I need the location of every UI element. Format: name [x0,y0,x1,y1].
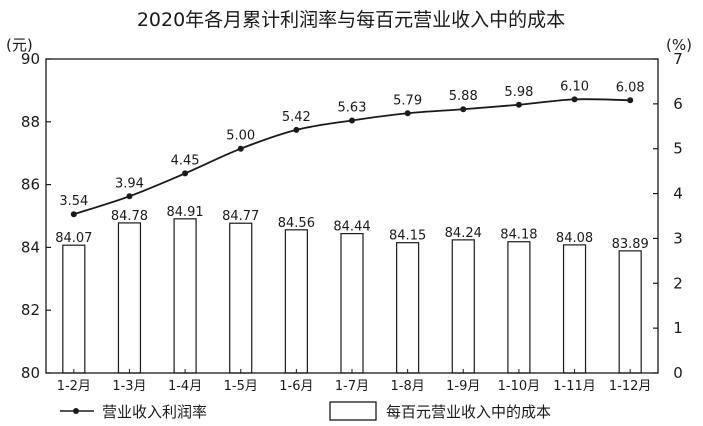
right-axis-tick-label: 3 [673,229,683,247]
x-axis-tick-label: 1-3月 [112,379,146,394]
line-data-label: 6.08 [616,80,645,95]
right-axis-tick-label: 2 [673,274,683,292]
bar-data-label: 84.44 [333,220,370,235]
line-point [627,97,634,104]
x-axis-tick-label: 1-2月 [57,379,91,394]
x-axis-tick-label: 1-9月 [446,379,480,394]
line-point [349,117,355,124]
bar-data-label: 84.18 [500,228,537,243]
left-axis-tick-label: 90 [21,50,40,68]
x-axis-tick-label: 1-12月 [609,379,652,394]
line-data-label: 6.10 [560,79,589,94]
x-axis-tick-label: 1-5月 [224,379,258,394]
left-axis-tick-label: 84 [21,238,40,256]
bar [117,222,142,374]
chart-title: 2020年各月累计利润率与每百元营业收入中的成本 [137,9,565,31]
axes: 80 82 84 86 88 90 0 1 2 3 4 5 6 7 1-2月 1-3月 1-4月 1-5月 1-6月… [21,50,683,394]
line-point [237,145,244,152]
x-axis-tick-label: 1-8月 [391,379,425,394]
line-data-label: 4.45 [171,153,200,168]
bar [229,222,253,374]
left-axis-tick-label: 88 [21,113,40,131]
line-point [515,101,522,108]
bar-data-label: 84.78 [111,209,148,224]
right-axis-tick-label: 6 [673,95,683,113]
bar-series: 84.07 84.78 84.91 84.77 84.56 84.44 84.15 84.24… [55,205,649,374]
line-series: 3.54 3.94 4.45 5.00 5.42 5.63 5.79 5.88 5.98 6.10… [59,79,645,218]
left-axis-unit: (元) [6,36,33,54]
bar-data-label: 84.08 [556,231,593,246]
line-point [126,193,133,200]
legend-bar-swatch [329,401,377,421]
right-axis-tick-label: 4 [673,185,683,203]
bar [618,250,642,374]
legend-line-marker [73,408,79,414]
legend-line-label: 营业收入利润率 [102,403,207,421]
line-point [293,126,300,133]
right-axis-tick-label: 0 [673,364,683,382]
line-point [404,110,411,117]
right-axis-tick-label: 5 [673,140,683,158]
bar [340,232,364,374]
line-data-label: 5.79 [393,93,422,108]
bar-data-label: 84.15 [389,229,426,244]
legend: 营业收入利润率 每百元营业收入中的成本 [60,401,551,421]
bar [562,244,587,374]
line-point [182,170,189,177]
x-axis-tick-label: 1-4月 [168,379,202,394]
right-axis-tick-label: 1 [673,319,683,337]
x-axis-tick-label: 1-10月 [498,379,541,394]
x-axis-tick-label: 1-11月 [553,379,596,394]
left-axis-tick-label: 80 [21,364,40,382]
line-point [571,96,578,103]
line-data-label: 5.63 [338,100,367,115]
line-point [70,211,77,218]
right-axis-unit: (%) [666,36,692,54]
line-data-label: 5.42 [282,110,311,125]
bar [62,244,86,374]
line-data-label: 3.54 [59,194,88,209]
line-data-label: 5.88 [449,89,478,104]
line-point [460,106,467,113]
bar-data-label: 83.89 [612,237,649,252]
bar [284,229,308,374]
line-data-label: 3.94 [115,176,144,191]
x-axis-tick-label: 1-7月 [335,379,369,394]
x-axis-tick-label: 1-6月 [279,379,313,394]
bar-data-label: 84.24 [445,226,482,241]
bar [173,218,197,374]
bar [396,242,420,374]
legend-bar-label: 每百元营业收入中的成本 [386,403,551,421]
bar-data-label: 84.56 [278,216,315,231]
line-data-label: 5.98 [504,85,533,100]
right-axis-tick-label: 7 [673,50,683,68]
profit-rate-line [73,98,631,216]
bar [507,241,531,374]
bar-data-label: 84.77 [222,209,259,224]
left-axis-tick-label: 82 [21,301,40,319]
left-axis-tick-label: 86 [21,176,40,194]
bar-data-label: 84.91 [166,205,203,220]
bar-data-label: 84.07 [55,231,92,246]
bar [451,239,475,374]
line-data-label: 5.00 [226,129,255,144]
